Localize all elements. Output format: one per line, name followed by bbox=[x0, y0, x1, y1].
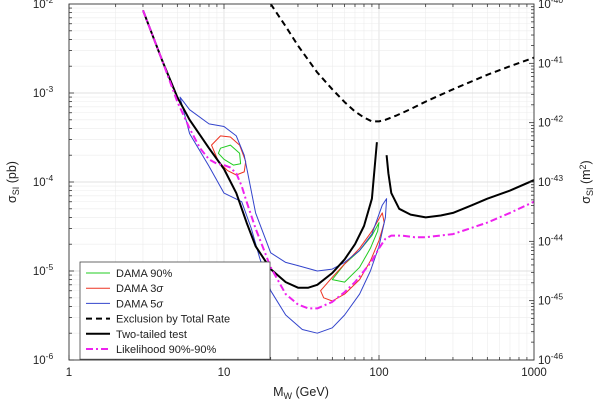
y-tick-label-left: 10-2 bbox=[33, 0, 54, 11]
y-tick-label-left: 10-5 bbox=[33, 262, 54, 278]
legend: DAMA 90% DAMA 3σ DAMA 5σ Exclusion by Total… bbox=[79, 261, 271, 360]
series-likelihood-90-90 bbox=[142, 9, 534, 310]
legend-label-dama-5: DAMA 5σ bbox=[116, 298, 163, 310]
legend-label-dama-3: DAMA 3σ bbox=[116, 283, 163, 295]
y-tick-label-right: 10-46 bbox=[538, 351, 563, 367]
legend-label-exclusion-by-total-rate: Exclusion by Total Rate bbox=[116, 314, 230, 326]
y-tick-label-right: 10-42 bbox=[538, 114, 563, 130]
y-axis-title-right: σSI (m2) bbox=[578, 160, 595, 203]
y-tick-label-right: 10-44 bbox=[538, 232, 563, 248]
y-tick-label-right: 10-43 bbox=[538, 173, 563, 189]
y-tick-label-left: 10-3 bbox=[33, 84, 54, 100]
x-tick-label: 100 bbox=[369, 367, 388, 379]
series-dama-90 bbox=[217, 144, 242, 166]
ticks bbox=[68, 4, 534, 361]
y-tick-label-right: 10-45 bbox=[538, 292, 563, 308]
tick-labels: 1 10 100 1000 10-6 10-5 10-4 10-3 10-2 10-46 10-45… bbox=[33, 0, 564, 379]
x-axis-title: MW (GeV) bbox=[273, 385, 329, 401]
y-tick-label-left: 10-6 bbox=[33, 351, 54, 367]
legend-box bbox=[79, 261, 271, 360]
grid bbox=[68, 4, 534, 361]
legend-label-dama-90: DAMA 90% bbox=[116, 268, 172, 280]
y-tick-label-left: 10-4 bbox=[33, 173, 54, 189]
y-tick-label-right: 10-40 bbox=[538, 0, 563, 11]
x-tick-label: 1 bbox=[66, 367, 72, 379]
series-two-tailed-test-part2 bbox=[385, 155, 534, 219]
series-layer bbox=[142, 4, 534, 334]
series-two-tailed-test bbox=[142, 9, 378, 289]
series-dama-90-part2 bbox=[331, 222, 380, 283]
y-axis-title-left: σSI (pb) bbox=[5, 161, 21, 203]
x-tick-label: 10 bbox=[218, 367, 231, 379]
y-tick-label-right: 10-41 bbox=[538, 54, 563, 70]
legend-label-two-tailed-test: Two-tailed test bbox=[116, 329, 187, 341]
series-exclusion-by-total-rate bbox=[269, 4, 534, 123]
legend-label-likelihood-90-90: Likelihood 90%-90% bbox=[116, 344, 217, 356]
x-tick-label: 1000 bbox=[521, 367, 547, 379]
